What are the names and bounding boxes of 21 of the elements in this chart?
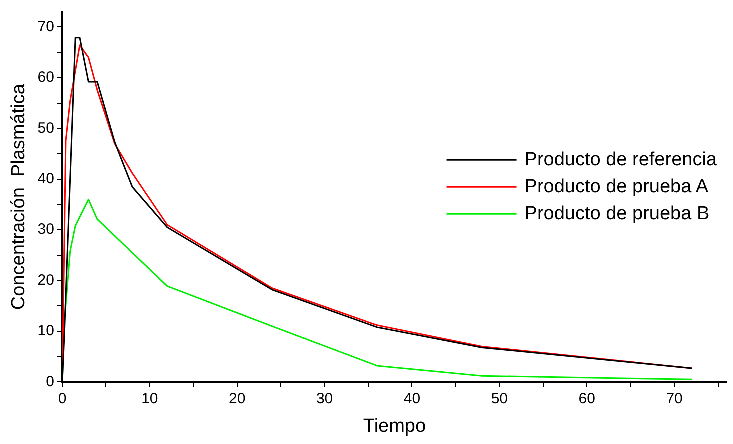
y-tick-label: 0 <box>46 373 54 390</box>
x-tick-label: 70 <box>666 390 683 408</box>
y-tick-label: 10 <box>38 322 54 340</box>
y-tick-label: 20 <box>38 272 54 289</box>
y-tick-label: 60 <box>38 69 54 86</box>
x-tick-label: 60 <box>578 390 596 408</box>
y-tick-label: 30 <box>38 221 54 238</box>
x-tick-label: 20 <box>229 390 246 408</box>
legend-label: Producto de prueba B <box>524 203 710 224</box>
y-tick-label: 40 <box>38 170 54 188</box>
x-tick-label: 0 <box>58 390 67 408</box>
y-tick-label: 50 <box>38 120 54 137</box>
legend-label: Producto de prueba A <box>524 176 709 198</box>
y-axis-title: Concentración Plasmática <box>8 84 30 310</box>
legend-label: Producto de referencia <box>524 149 718 170</box>
x-tick-label: 50 <box>491 390 508 408</box>
y-tick-label: 70 <box>38 18 54 36</box>
x-tick-label: 30 <box>316 390 334 408</box>
x-tick-label: 10 <box>142 390 158 408</box>
x-axis-title: Tiempo <box>363 416 426 437</box>
x-tick-label: 40 <box>404 390 421 408</box>
